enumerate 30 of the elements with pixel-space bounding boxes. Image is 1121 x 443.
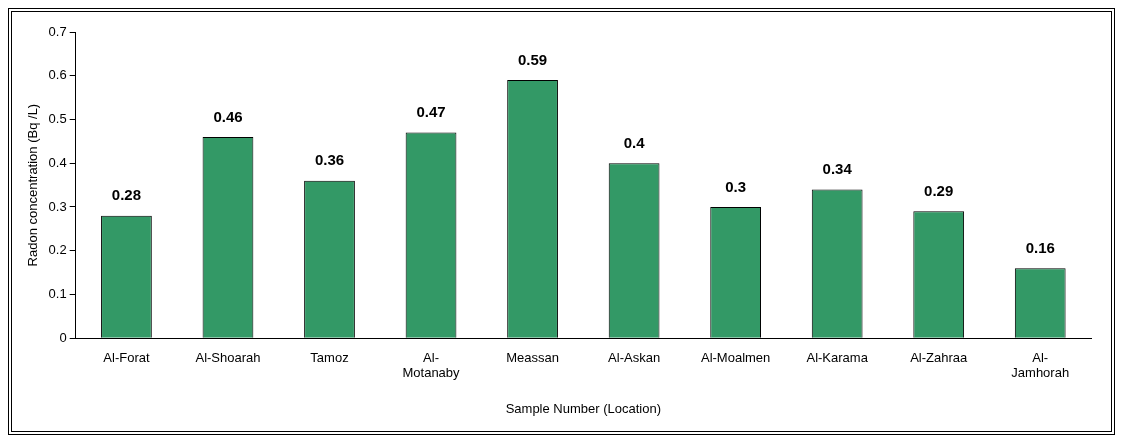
y-tick-label: 0.1 [48,286,67,302]
data-label: 0.29 [924,181,954,199]
data-label: 0.47 [416,103,446,121]
x-tick-label: Al-Motanaby [402,349,461,381]
y-tick-label: 0.7 [48,23,67,39]
y-tick-label: 0.4 [48,154,67,170]
y-tick-label: 0.2 [48,242,67,258]
data-label: 0.34 [822,160,853,178]
data-label: 0.59 [517,50,548,68]
x-tick-label: Al-Askan [608,349,661,365]
x-tick-label: Tamoz [310,349,349,365]
x-tick-label: Al-Moalmen [700,349,771,365]
x-tick-label: Meassan [506,349,559,365]
y-axis-title: Radon concentration (Bq /L) [25,103,41,267]
x-tick-label: Al-Zahraa [910,349,969,365]
x-tick-label: Al-Shoarah [195,349,261,365]
data-label: 0.4 [623,133,646,151]
data-label: 0.28 [111,186,142,204]
y-tick-label: 0.3 [48,198,67,214]
y-tick-label: 0.6 [48,67,67,83]
data-label: 0.46 [213,107,243,125]
y-tick-label: 0.5 [48,111,67,127]
x-axis-title: Sample Number (Location) [505,400,662,416]
data-label: 0.36 [314,151,345,169]
x-tick-label: Al-Karama [806,349,869,365]
data-label: 0.3 [725,177,747,195]
x-tick-label: Al-Jamhorah [1011,349,1070,381]
y-tick-label: 0 [59,329,67,345]
data-label: 0.16 [1025,238,1055,256]
x-tick-label: Al-Forat [103,349,150,365]
